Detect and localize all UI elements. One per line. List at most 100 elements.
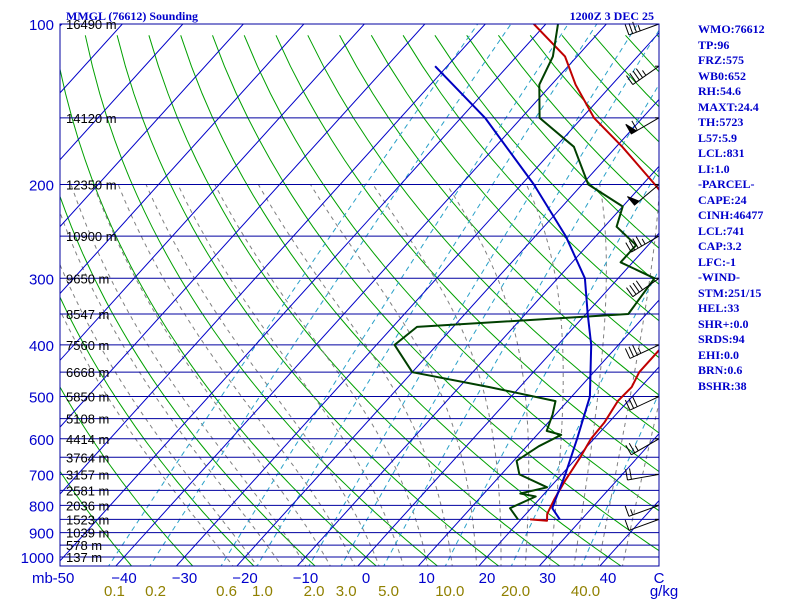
isotherm-20: [478, 366, 659, 566]
height-label: 12350 m: [66, 177, 117, 192]
mixing-ratio-lines: [107, 24, 659, 566]
isotherm--60: [60, 24, 487, 495]
mixing-ratio-line: [510, 268, 659, 566]
wind-barb: [626, 277, 660, 298]
pressure-tick-label: 200: [29, 177, 54, 194]
temperature-tick-label: 30: [539, 570, 556, 587]
moist-adiabat: [145, 184, 380, 566]
height-label: 3157 m: [66, 467, 109, 482]
dry-adiabat: [60, 195, 316, 566]
isotherm--50: [60, 24, 547, 562]
wind-barb: [624, 396, 660, 411]
height-label: 578 m: [66, 538, 102, 553]
isotherms: [60, 24, 659, 566]
index-line: SRDS:94: [698, 332, 745, 346]
dry-adiabat: [243, 35, 659, 512]
moist-adiabat: [573, 184, 607, 566]
height-label: 1523 m: [66, 512, 109, 527]
wind-barb: [625, 235, 660, 253]
dry-adiabat: [212, 35, 659, 552]
height-label: 14120 m: [66, 111, 117, 126]
mixing-ratio-tick-label: 20.0: [501, 583, 530, 600]
index-line: LI:1.0: [698, 161, 730, 176]
dry-adiabat: [466, 35, 659, 249]
dry-adiabat: [60, 295, 255, 566]
chart-title: MMGL (76612) Sounding: [66, 9, 198, 23]
dry-adiabat: [370, 35, 659, 359]
pressure-tick-label: 300: [29, 271, 54, 288]
index-line: FRZ:575: [698, 53, 744, 67]
moist-adiabat: [621, 401, 659, 566]
moist-adiabat: [214, 184, 429, 566]
index-line: BSHR:38: [698, 378, 747, 393]
dry-adiabat: [116, 35, 500, 566]
index-line: WMO:76612: [698, 22, 765, 36]
index-line: CAP:3.2: [698, 239, 742, 253]
height-label: 2036 m: [66, 498, 109, 513]
height-label: 6668 m: [66, 365, 109, 380]
moist-adiabat: [60, 211, 283, 566]
chart-time: 1200Z 3 DEC 25: [570, 9, 654, 23]
moist-adiabat: [92, 184, 331, 566]
height-label: 5108 m: [66, 412, 109, 427]
isotherm--100: [60, 24, 245, 228]
mixing-ratio-line: [444, 168, 659, 566]
mixing-ratio-tick-label: 10.0: [435, 583, 464, 600]
index-line: MAXT:24.4: [698, 99, 759, 114]
height-label: 10900 m: [66, 229, 117, 244]
mixing-ratio-tick-label: 0.2: [145, 583, 166, 600]
index-line: -WIND-: [698, 270, 740, 284]
isotherm--10: [296, 165, 659, 566]
index-line: CINH:46477: [698, 208, 764, 222]
mixing-ratio-line: [107, 24, 479, 566]
dry-adiabat: [275, 35, 659, 473]
isotherm-30: [538, 433, 659, 566]
wind-barbs: [624, 21, 660, 531]
pressure-tick-label: 500: [29, 390, 54, 407]
height-label: 3764 m: [66, 450, 109, 465]
moist-adiabat: [60, 263, 258, 566]
dry-adiabat: [434, 35, 659, 285]
isotherm-0: [357, 232, 659, 566]
index-line: -PARCEL-: [698, 177, 755, 191]
mixing-ratio-line: [340, 29, 659, 566]
pressure-tick-label: 100: [29, 17, 54, 34]
temperature-tick-label: 10: [418, 570, 435, 587]
index-line: LCL:741: [698, 223, 745, 238]
index-line: L57:5.9: [698, 130, 737, 145]
index-line: SHR+:0.0: [698, 316, 749, 331]
height-label: 137 m: [66, 550, 102, 565]
moist-adiabat: [309, 184, 478, 566]
index-line: TH:5723: [698, 115, 744, 129]
temperature-tick-label: −30: [172, 570, 197, 587]
pressure-tick-label: 600: [29, 432, 54, 449]
dewpoint-profile: [393, 24, 656, 520]
height-label: 9650 m: [66, 271, 109, 286]
moist-adiabat: [257, 184, 453, 566]
dry-adiabat: [60, 386, 194, 566]
mixing-ratio-tick-label: 40.0: [571, 583, 600, 600]
mixing-ratio-tick-label: 1.0: [252, 583, 273, 600]
dry-adiabat: [307, 35, 659, 434]
mixing-ratio-unit-label: g/kg: [650, 583, 678, 600]
height-label: 7560 m: [66, 338, 109, 353]
sounding-indices-panel: WMO:76612 TP:96 FRZ:575 WB0:652 RH:54.6 MAXT:…: [698, 22, 798, 394]
dry-adiabat: [60, 470, 133, 566]
mixing-ratio-line: [149, 24, 512, 566]
height-label: 4414 m: [66, 432, 109, 447]
moist-adiabat: [372, 184, 502, 566]
pressure-tick-label: 800: [29, 498, 54, 515]
isotherm--40: [115, 24, 608, 566]
isotherm--90: [60, 24, 305, 295]
dry-adiabat: [402, 35, 659, 322]
wind-barb: [624, 518, 660, 531]
height-label: 1039 m: [66, 526, 109, 541]
temperature-unit-label: C: [654, 570, 665, 587]
temperature-tick-label: 20: [479, 570, 496, 587]
mixing-ratio-tick-label: 0.6: [216, 583, 237, 600]
temperature-tick-label: −40: [111, 570, 136, 587]
moist-adiabat: [597, 188, 659, 566]
temperature-tick-label: -50: [53, 570, 75, 587]
